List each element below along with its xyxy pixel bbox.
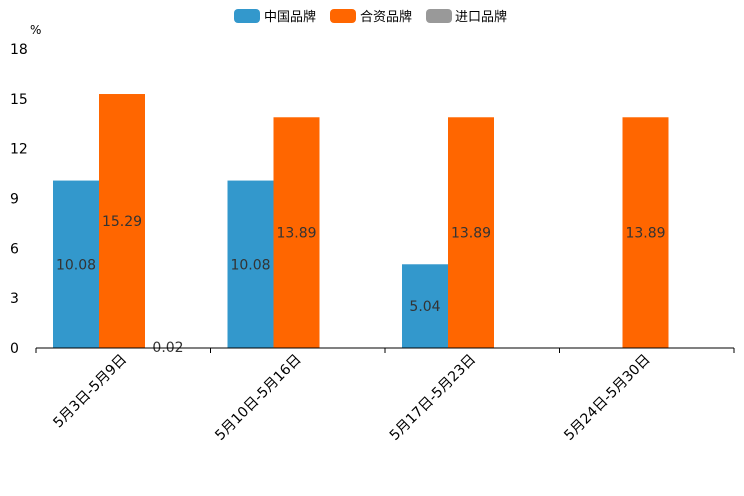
x-tick-label-4: 5月24日-5月30日 xyxy=(561,352,653,444)
data-label-s2-c3: 13.89 xyxy=(451,226,491,242)
legend-label-3: 进口品牌 xyxy=(455,9,507,25)
bars xyxy=(53,94,669,348)
legend-swatch-2[interactable] xyxy=(330,9,356,23)
legend-label-1: 中国品牌 xyxy=(264,9,316,25)
data-label-s1-c2: 10.08 xyxy=(230,257,270,273)
data-label-s2-c1: 15.29 xyxy=(102,214,142,230)
bar-s2-c4[interactable] xyxy=(622,117,669,348)
x-tick-label-2: 5月10日-5月16日 xyxy=(212,352,304,444)
bar-s1-c1[interactable] xyxy=(53,180,99,348)
bar-s2-c3[interactable] xyxy=(448,117,494,348)
data-label-s1-c1: 10.08 xyxy=(56,257,96,273)
y-tick-label-3: 3 xyxy=(10,291,19,307)
y-tick-label-18: 18 xyxy=(10,42,28,58)
y-tick-label-12: 12 xyxy=(10,142,28,158)
y-tick-label-15: 15 xyxy=(10,92,28,108)
x-tick-label-3: 5月17日-5月23日 xyxy=(387,352,479,444)
y-tick-label-6: 6 xyxy=(10,241,19,257)
legend-swatch-3[interactable] xyxy=(426,9,452,23)
bar-s2-c1[interactable] xyxy=(99,94,145,348)
x-axis-ticks: 5月3日-5月9日 5月10日-5月16日 5月17日-5月23日 5月24日-5月3… xyxy=(35,348,735,444)
bar-s1-c3[interactable] xyxy=(402,264,448,348)
y-tick-label-0: 0 xyxy=(10,341,19,357)
legend-label-2: 合资品牌 xyxy=(360,9,412,25)
x-tick-label-1: 5月3日-5月9日 xyxy=(50,352,130,432)
data-label-s1-c3: 5.04 xyxy=(409,299,440,315)
y-axis-unit: % xyxy=(30,23,41,37)
y-axis-ticks: 0 3 6 9 12 15 18 xyxy=(10,42,28,357)
legend: 中国品牌 合资品牌 进口品牌 xyxy=(234,9,507,25)
bar-s2-c2[interactable] xyxy=(273,117,320,348)
legend-swatch-1[interactable] xyxy=(234,9,260,23)
y-tick-label-9: 9 xyxy=(10,192,19,208)
bar-s1-c2[interactable] xyxy=(227,180,274,348)
data-label-s2-c2: 13.89 xyxy=(276,226,316,242)
data-label-s2-c4: 13.89 xyxy=(625,226,665,242)
